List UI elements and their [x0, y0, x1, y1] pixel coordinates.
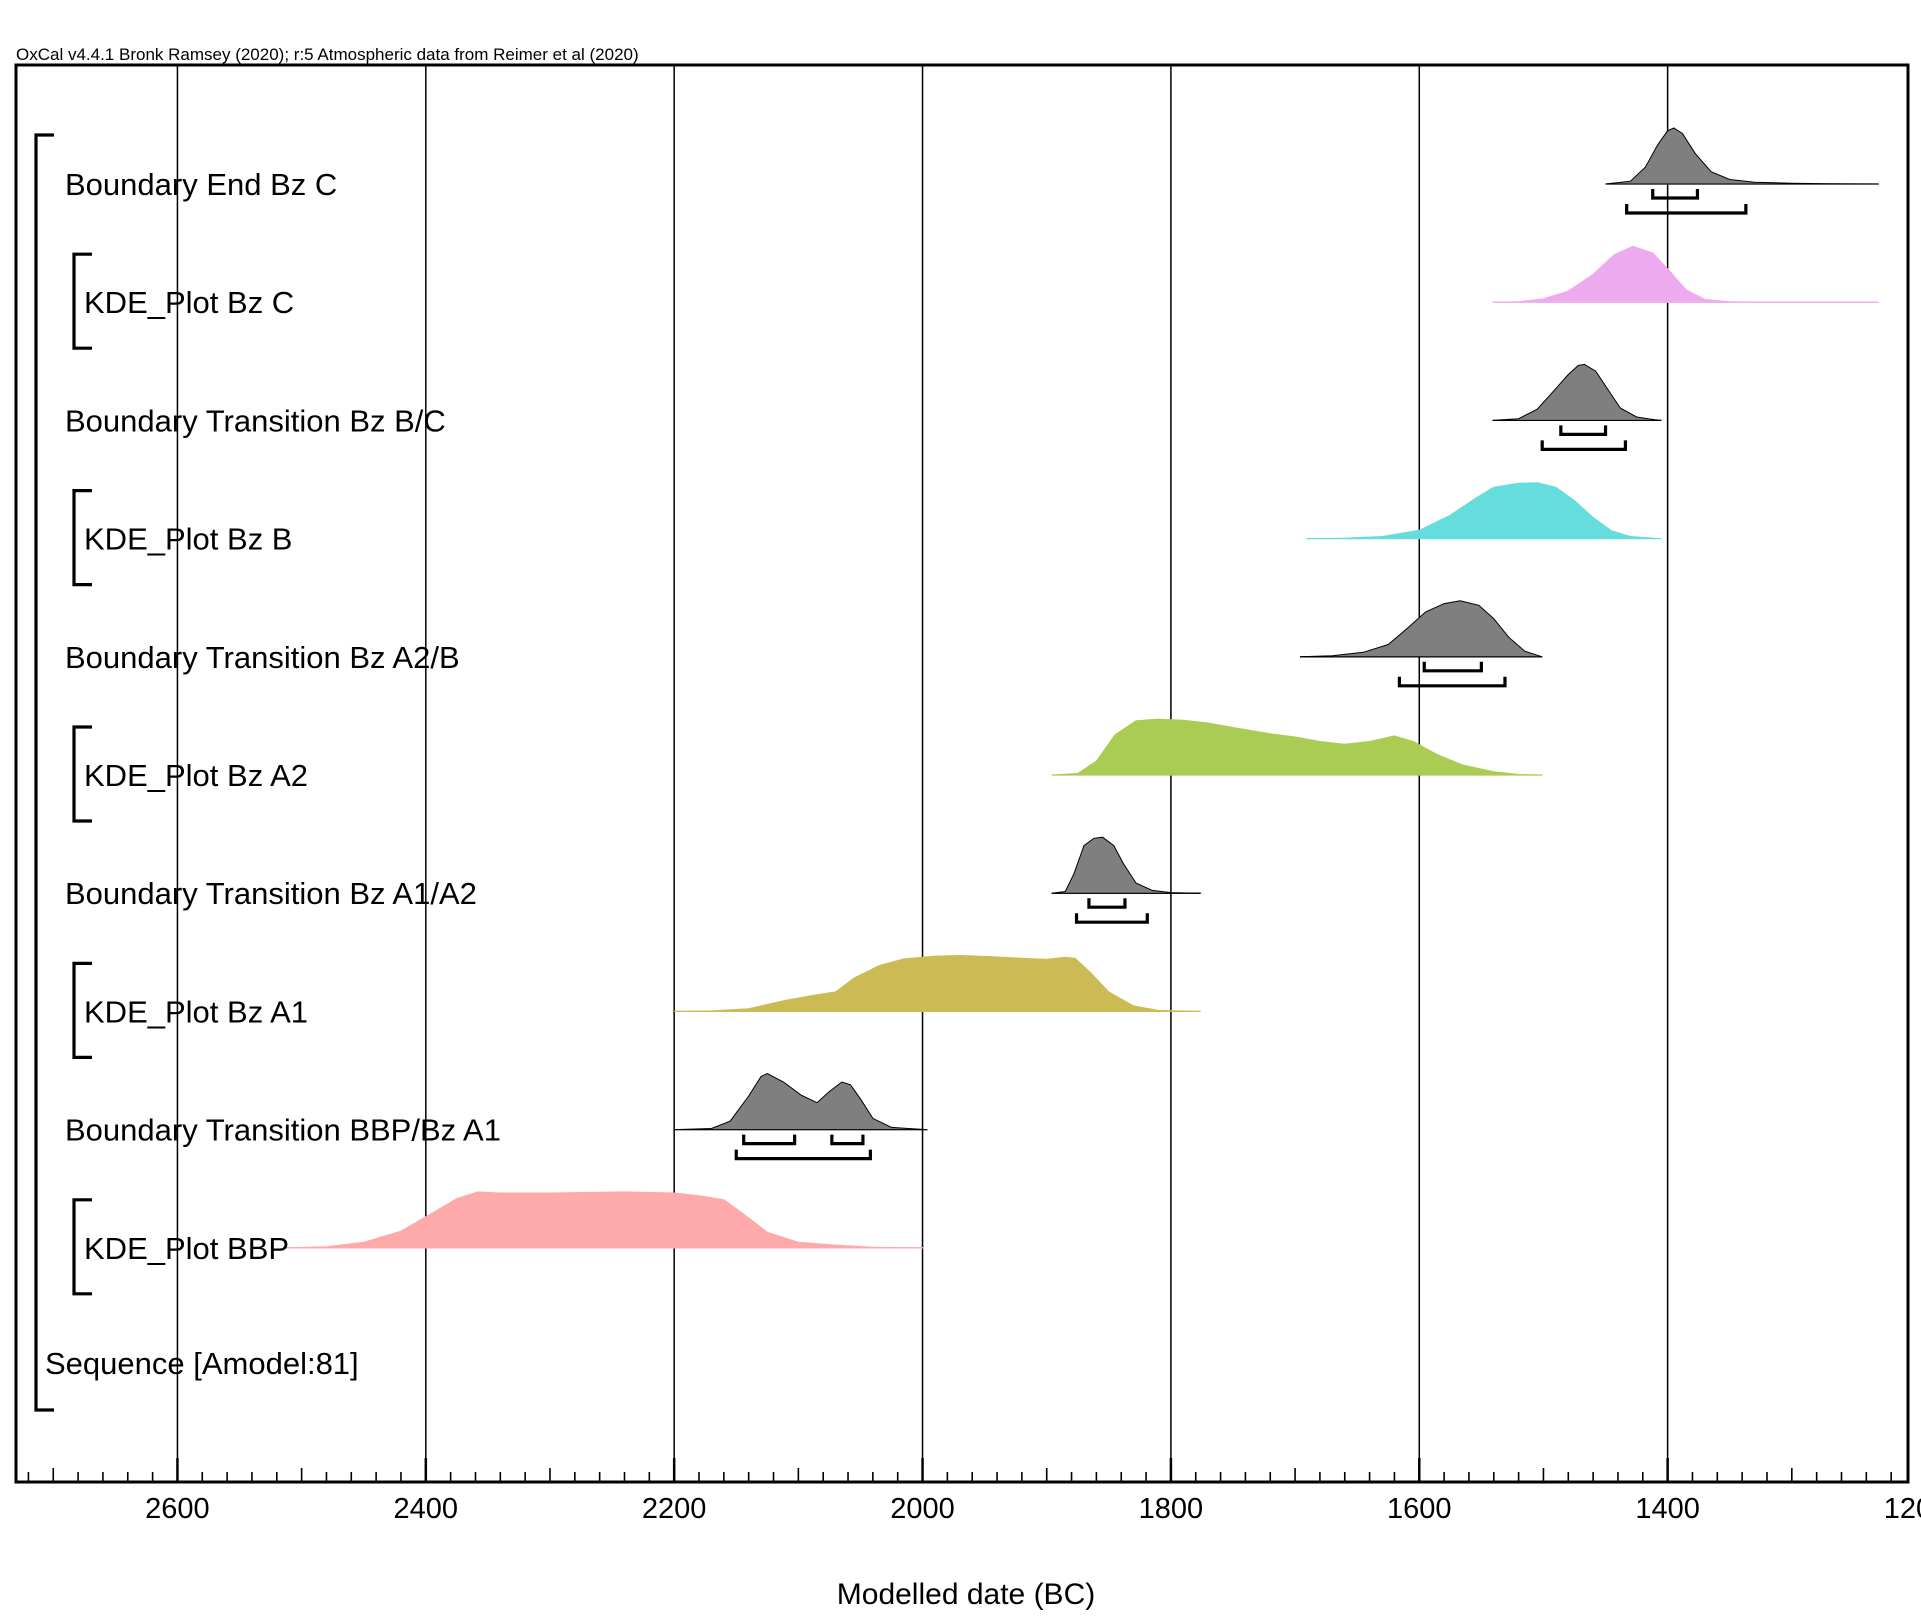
hpd-68-range	[1651, 189, 1700, 200]
row-5	[1051, 718, 1543, 776]
row-4	[1300, 600, 1543, 688]
phase-bracket	[72, 489, 92, 587]
density-area	[282, 1191, 924, 1249]
phase-bracket	[72, 725, 92, 823]
tick-label-1400: 1400	[1635, 1493, 1700, 1525]
sequence-brackets	[34, 133, 92, 1412]
row-label: KDE_Plot BBP	[84, 1231, 289, 1266]
sequence-bracket	[34, 133, 54, 1412]
row-8	[674, 1073, 928, 1161]
density-area	[1051, 836, 1201, 894]
tick-label-2000: 2000	[890, 1493, 955, 1525]
row-label: Boundary Transition Bz A1/A2	[65, 876, 477, 911]
row-label: KDE_Plot Bz A1	[84, 994, 308, 1029]
density-area	[1492, 245, 1879, 303]
tick-label-2400: 2400	[394, 1493, 459, 1525]
hpd-68-range	[1087, 898, 1127, 909]
row-3	[1306, 482, 1662, 540]
density-area	[674, 1073, 928, 1131]
hpd-95-range	[1074, 913, 1149, 924]
hpd-95-range	[734, 1149, 872, 1161]
phase-bracket	[72, 1198, 92, 1296]
hpd-95-range	[1540, 440, 1628, 451]
density-area	[1306, 482, 1662, 539]
row-label: KDE_Plot Bz A2	[84, 758, 308, 793]
x-axis: 2600 2400 2200 2000 1800 1600 1400 1200	[27, 1458, 1921, 1525]
phase-bracket	[72, 252, 92, 350]
chart-title: OxCal v4.4.1 Bronk Ramsey (2020); r:5 At…	[16, 45, 639, 64]
hpd-95-range	[1397, 676, 1507, 688]
tick-label-1800: 1800	[1139, 1493, 1204, 1525]
hpd-95-range	[1625, 204, 1748, 215]
row-label: Boundary Transition Bz B/C	[65, 403, 446, 438]
x-axis-label: Modelled date (BC)	[837, 1578, 1095, 1611]
sequence-label: Sequence [Amodel:81]	[45, 1346, 359, 1381]
row-2	[1492, 363, 1662, 451]
hpd-68-range	[1559, 425, 1608, 436]
density-area	[1605, 127, 1879, 185]
density-area	[1300, 600, 1543, 658]
row-labels: Boundary End Bz C KDE_Plot Bz C Boundary T…	[45, 167, 501, 1381]
density-area	[674, 954, 1201, 1012]
hpd-68-range	[830, 1134, 865, 1146]
row-label: Boundary End Bz C	[65, 167, 337, 202]
phase-bracket	[72, 961, 92, 1059]
plot-frame	[14, 63, 1910, 1484]
tick-label-2200: 2200	[642, 1493, 707, 1525]
row-label: KDE_Plot Bz C	[84, 285, 294, 320]
hpd-68-range	[742, 1134, 797, 1146]
row-7	[674, 954, 1201, 1013]
hpd-68-range	[1422, 661, 1483, 673]
tick-label-1600: 1600	[1387, 1493, 1452, 1525]
row-label: Boundary Transition Bz A2/B	[65, 640, 460, 675]
density-area	[1492, 363, 1662, 421]
density-plots	[282, 127, 1879, 1249]
row-6	[1051, 836, 1201, 924]
row-1	[1492, 245, 1879, 303]
tick-label-1200: 1200	[1884, 1493, 1921, 1525]
density-area	[1051, 718, 1543, 776]
row-label: KDE_Plot Bz B	[84, 522, 292, 557]
row-9	[282, 1191, 924, 1249]
row-0	[1605, 127, 1879, 215]
row-label: Boundary Transition BBP/Bz A1	[65, 1113, 501, 1148]
tick-label-2600: 2600	[145, 1493, 210, 1525]
